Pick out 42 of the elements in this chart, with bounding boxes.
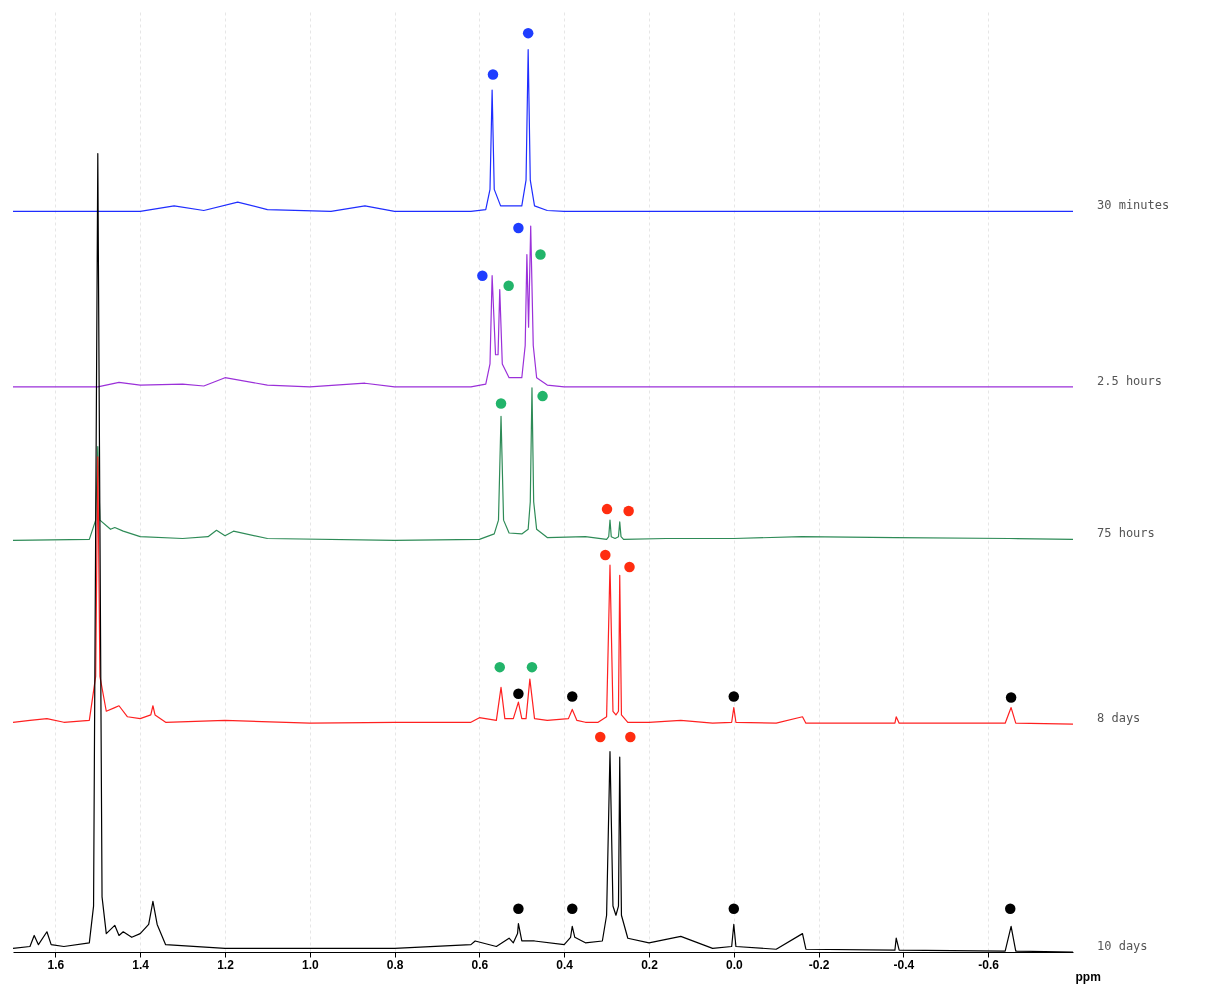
x-tick-label: 0.0	[725, 957, 743, 972]
x-tick-label: 1.0	[301, 957, 319, 972]
text: 30 minutes	[1097, 198, 1170, 213]
x-tick-label: -0.4	[893, 957, 915, 972]
text: 2.5 hours	[1097, 373, 1163, 388]
x-tick-label: 1.2	[217, 957, 235, 972]
point	[600, 549, 611, 561]
x-tick-label: 1.4	[132, 957, 150, 972]
point	[477, 270, 488, 281]
x-axis-title: ppm	[1075, 969, 1101, 984]
x-tick-label: -0.6	[978, 957, 1000, 972]
point	[728, 903, 740, 915]
point	[526, 661, 538, 673]
point	[1005, 692, 1017, 703]
point	[567, 691, 578, 702]
point	[601, 503, 613, 515]
x-tick-label: 0.4	[556, 957, 574, 972]
point	[1005, 903, 1016, 915]
point	[503, 280, 514, 292]
point	[495, 398, 507, 409]
point	[513, 688, 524, 700]
point	[513, 903, 524, 915]
text: 10 days	[1097, 939, 1148, 953]
text: 8 days	[1097, 711, 1141, 726]
point	[522, 27, 534, 39]
point	[728, 691, 740, 702]
point	[595, 731, 606, 743]
text: 75 hours	[1097, 526, 1155, 541]
point	[494, 661, 505, 673]
point	[567, 903, 578, 915]
point	[535, 249, 546, 260]
point	[513, 222, 524, 234]
x-tick-label: 0.6	[471, 957, 489, 972]
x-tick-label: 1.6	[47, 957, 65, 972]
x-tick-label: 0.8	[386, 957, 404, 972]
point	[487, 69, 499, 80]
point	[623, 505, 634, 517]
point	[537, 390, 548, 402]
point	[624, 561, 635, 573]
point	[625, 731, 636, 743]
x-tick-label: 0.2	[641, 957, 659, 972]
x-tick-label: -0.2	[808, 957, 830, 972]
